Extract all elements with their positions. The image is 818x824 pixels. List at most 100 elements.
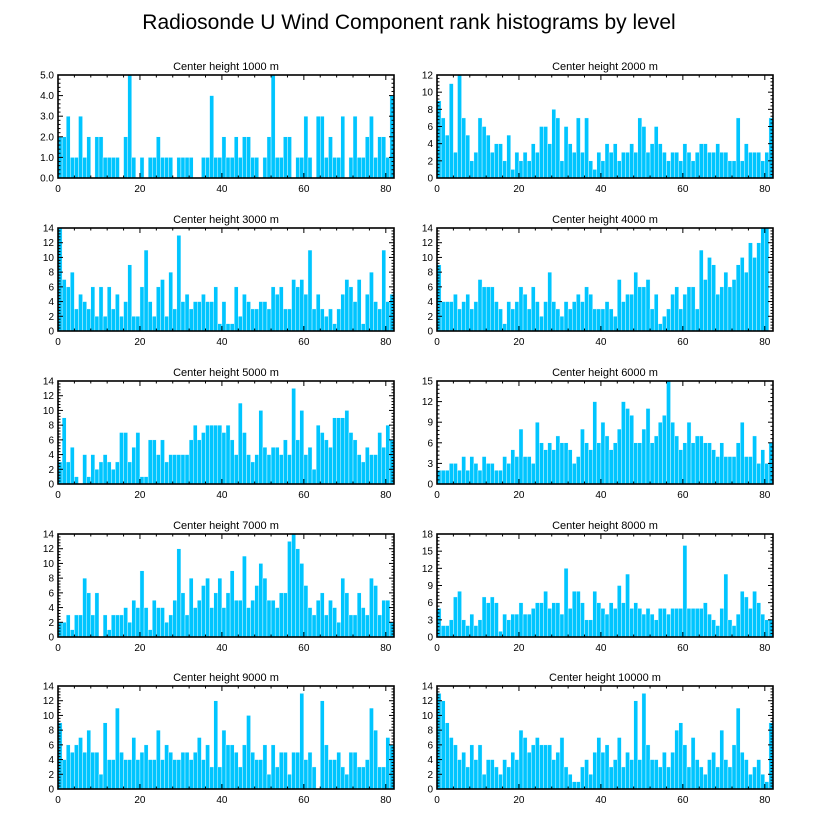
- bar: [283, 136, 288, 179]
- bar: [336, 308, 341, 332]
- bar: [250, 600, 255, 638]
- bar: [164, 316, 169, 332]
- bar: [205, 744, 210, 790]
- panel-title: Center height 1000 m: [173, 61, 279, 73]
- tick-marks: [57, 685, 394, 790]
- bar: [633, 152, 638, 179]
- bar: [699, 766, 704, 790]
- bar: [377, 766, 382, 790]
- bar: [143, 607, 149, 638]
- bar: [356, 157, 362, 179]
- bar: [682, 294, 688, 332]
- y-tick-label: 10: [43, 559, 55, 570]
- bar: [303, 585, 309, 638]
- bar: [461, 456, 466, 485]
- y-tick-label: 14: [422, 682, 434, 693]
- bar: [270, 600, 276, 638]
- bar: [303, 454, 309, 485]
- bar: [156, 607, 161, 638]
- y-tick-label: 10: [43, 406, 55, 417]
- bar: [242, 432, 247, 485]
- bar: [723, 759, 729, 790]
- bar: [82, 301, 87, 332]
- bar: [449, 301, 454, 332]
- bar: [600, 752, 606, 790]
- bar: [744, 596, 749, 638]
- bar: [485, 463, 491, 485]
- bar: [377, 614, 382, 638]
- bar: [453, 463, 458, 485]
- x-tick-label: 20: [134, 490, 146, 501]
- bar: [369, 577, 374, 638]
- bar: [115, 157, 120, 179]
- y-tick-label: 3: [427, 615, 433, 626]
- bar: [176, 454, 182, 485]
- bar: [633, 700, 638, 790]
- bar: [715, 625, 720, 638]
- plot-frame: [436, 380, 774, 485]
- bar: [377, 432, 382, 485]
- bars: [57, 693, 395, 790]
- bar: [502, 759, 507, 790]
- x-tick-label: 80: [759, 184, 771, 195]
- bar: [735, 117, 741, 179]
- bar: [197, 301, 202, 332]
- bar: [629, 294, 634, 332]
- bar: [168, 157, 173, 179]
- bar: [324, 316, 329, 332]
- y-tick-label: 3.0: [40, 112, 54, 123]
- bar: [522, 456, 528, 485]
- bar: [381, 766, 387, 790]
- bar: [283, 439, 288, 485]
- bar: [143, 744, 149, 790]
- bar: [543, 591, 548, 638]
- y-tick-label: 6: [427, 122, 433, 133]
- bar: [686, 766, 692, 790]
- bar: [653, 619, 659, 638]
- bar: [563, 301, 569, 332]
- bar: [477, 619, 483, 638]
- bar: [184, 614, 190, 638]
- y-tick-label: 12: [422, 238, 434, 249]
- bar: [490, 759, 495, 790]
- bar: [369, 271, 374, 332]
- bar: [526, 752, 532, 790]
- bar: [670, 752, 675, 790]
- y-tick-label: 6: [48, 740, 54, 751]
- bar: [209, 95, 214, 179]
- bar: [172, 600, 178, 638]
- bar: [653, 759, 659, 790]
- bar: [662, 608, 667, 638]
- bar: [678, 449, 684, 485]
- bar: [522, 737, 528, 790]
- bar: [266, 308, 272, 332]
- bar: [78, 614, 83, 638]
- bar: [139, 157, 145, 179]
- bar: [559, 613, 565, 638]
- bar: [555, 752, 561, 790]
- bar: [748, 774, 753, 790]
- y-tick-label: 2: [48, 312, 54, 323]
- bar: [164, 744, 169, 790]
- bar: [719, 286, 725, 332]
- bar: [344, 592, 350, 638]
- bar: [740, 752, 745, 790]
- bar: [123, 136, 128, 179]
- bar: [233, 752, 239, 790]
- x-tick-label: 40: [595, 184, 607, 195]
- bar: [262, 744, 268, 790]
- bar: [612, 143, 618, 179]
- bar: [307, 447, 313, 485]
- bar: [365, 614, 370, 638]
- bar: [131, 157, 137, 179]
- bar: [61, 417, 67, 485]
- bar: [539, 602, 544, 638]
- plot-frame: [57, 685, 395, 790]
- x-tick-label: 80: [380, 337, 392, 348]
- bar: [135, 607, 141, 638]
- bar: [299, 157, 305, 179]
- bar: [111, 157, 116, 179]
- bar: [74, 614, 79, 638]
- bar: [131, 316, 137, 332]
- bar: [543, 449, 548, 485]
